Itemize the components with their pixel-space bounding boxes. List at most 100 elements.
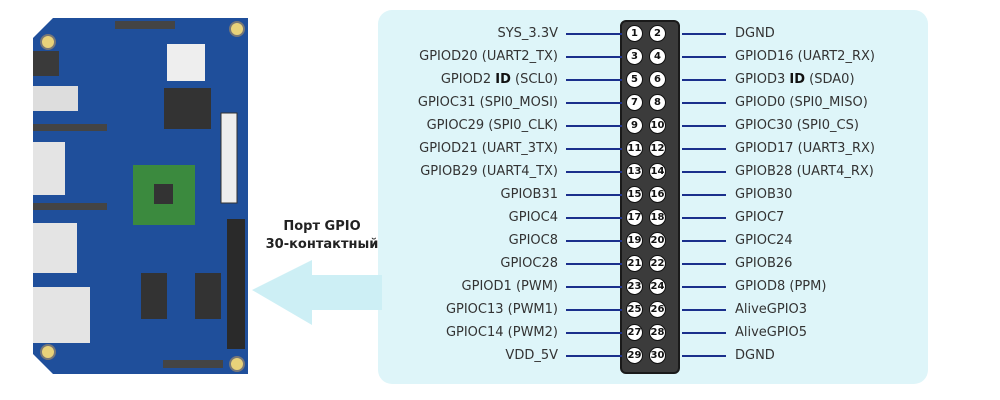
pin-label-part: (SCL0) xyxy=(510,72,558,87)
pin-20: 20 xyxy=(649,232,666,249)
pin-wire xyxy=(682,79,726,81)
pin-10: 10 xyxy=(649,117,666,134)
pin-wire xyxy=(682,263,726,265)
pin-11: 11 xyxy=(626,140,643,157)
pin-label-22: GPIOB26 xyxy=(735,254,792,274)
pin-label-part: (SDA0) xyxy=(805,72,855,87)
pin-wire xyxy=(566,102,622,104)
pin-5: 5 xyxy=(626,71,643,88)
pin-1: 1 xyxy=(626,25,643,42)
pin-6: 6 xyxy=(649,71,666,88)
pin-wire xyxy=(682,240,726,242)
pin-label-25: GPIOC13 (PWM1) xyxy=(446,300,558,320)
pin-label-part: GPIOC29 (SPI0_CLK) xyxy=(426,118,558,133)
pin-label-6: GPIOD3 ID (SDA0) xyxy=(735,70,855,90)
pin-wire xyxy=(566,263,622,265)
pin-label-4: GPIOD16 (UART2_RX) xyxy=(735,47,875,67)
pin-wire xyxy=(566,79,622,81)
pin-wire xyxy=(566,56,622,58)
pin-label-1: SYS_3.3V xyxy=(497,24,558,44)
pin-label-21: GPIOC28 xyxy=(500,254,558,274)
pin-wire xyxy=(566,125,622,127)
pin-26: 26 xyxy=(649,301,666,318)
pin-wire xyxy=(682,148,726,150)
pin-wire xyxy=(682,355,726,357)
pin-wire xyxy=(566,240,622,242)
pin-label-part: DGND xyxy=(735,26,775,41)
pin-12: 12 xyxy=(649,140,666,157)
pin-4: 4 xyxy=(649,48,666,65)
pin-label-part: GPIOC30 (SPI0_CS) xyxy=(735,118,859,133)
pin-label-part: DGND xyxy=(735,348,775,363)
pin-wire xyxy=(566,194,622,196)
pin-wire xyxy=(682,194,726,196)
pin-wire xyxy=(566,286,622,288)
pin-label-9: GPIOC29 (SPI0_CLK) xyxy=(427,116,558,136)
pin-label-part: GPIOC31 (SPI0_MOSI) xyxy=(417,95,558,110)
pin-label-7: GPIOC31 (SPI0_MOSI) xyxy=(418,93,558,113)
pin-label-19: GPIOC8 xyxy=(509,231,558,251)
pin-label-11: GPIOD21 (UART_3TX) xyxy=(419,139,558,159)
board-image xyxy=(33,18,248,374)
pin-label-part: GPIOC24 xyxy=(735,233,793,248)
pin-22: 22 xyxy=(649,255,666,272)
pin-23: 23 xyxy=(626,278,643,295)
pin-label-17: GPIOC4 xyxy=(509,208,558,228)
pin-label-26: AliveGPIO3 xyxy=(735,300,807,320)
pin-label-part: ID xyxy=(495,72,511,87)
pin-17: 17 xyxy=(626,209,643,226)
pin-label-24: GPIOD8 (PPM) xyxy=(735,277,826,297)
pin-label-part: GPIOD17 (UART3_RX) xyxy=(735,141,875,156)
caption-line2: 30-контактный xyxy=(265,237,379,252)
pin-wire xyxy=(682,125,726,127)
pin-wire xyxy=(682,332,726,334)
pin-29: 29 xyxy=(626,347,643,364)
pin-label-28: AliveGPIO5 xyxy=(735,323,807,343)
pin-30: 30 xyxy=(649,347,666,364)
pin-wire xyxy=(682,102,726,104)
arrow-icon xyxy=(252,260,382,325)
pin-label-part: ID xyxy=(789,72,806,87)
pin-label-10: GPIOC30 (SPI0_CS) xyxy=(735,116,859,136)
pin-24: 24 xyxy=(649,278,666,295)
pin-wire xyxy=(566,171,622,173)
pin-18: 18 xyxy=(649,209,666,226)
pin-label-part: SYS_3.3V xyxy=(497,26,558,41)
pin-27: 27 xyxy=(626,324,643,341)
pin-28: 28 xyxy=(649,324,666,341)
pin-13: 13 xyxy=(626,163,643,180)
pin-label-27: GPIOC14 (PWM2) xyxy=(446,323,558,343)
pin-label-part: GPIOC7 xyxy=(735,210,785,225)
pin-wire xyxy=(566,355,622,357)
pin-label-2: DGND xyxy=(735,24,775,44)
pin-wire xyxy=(566,33,622,35)
pin-label-part: AliveGPIO3 xyxy=(735,302,808,317)
pin-wire xyxy=(682,309,726,311)
pin-label-part: GPIOC28 xyxy=(500,256,558,271)
pin-15: 15 xyxy=(626,186,643,203)
pin-3: 3 xyxy=(626,48,643,65)
pin-wire xyxy=(682,33,726,35)
pin-label-part: GPIOB28 (UART4_RX) xyxy=(735,164,874,179)
pin-label-part: GPIOD20 (UART2_TX) xyxy=(419,49,558,64)
pin-wire xyxy=(682,286,726,288)
pin-label-23: GPIOD1 (PWM) xyxy=(462,277,558,297)
pin-label-3: GPIOD20 (UART2_TX) xyxy=(419,47,558,67)
pin-label-part: GPIOB26 xyxy=(735,256,793,271)
pin-14: 14 xyxy=(649,163,666,180)
pin-label-part: GPIOD21 (UART_3TX) xyxy=(419,141,558,156)
pin-label-13: GPIOB29 (UART4_TX) xyxy=(420,162,558,182)
pin-label-part: GPIOC8 xyxy=(508,233,558,248)
pin-wire xyxy=(682,217,726,219)
pin-wire xyxy=(566,309,622,311)
pin-label-part: GPIOD0 (SPI0_MISO) xyxy=(735,95,868,110)
pin-label-part: GPIOD8 (PPM) xyxy=(735,279,827,294)
pin-19: 19 xyxy=(626,232,643,249)
pin-wire xyxy=(682,56,726,58)
pin-wire xyxy=(566,217,622,219)
pin-16: 16 xyxy=(649,186,666,203)
pin-25: 25 xyxy=(626,301,643,318)
pin-label-part: GPIOB30 xyxy=(735,187,793,202)
pin-label-14: GPIOB28 (UART4_RX) xyxy=(735,162,874,182)
caption-line1: Порт GPIO xyxy=(283,219,361,234)
